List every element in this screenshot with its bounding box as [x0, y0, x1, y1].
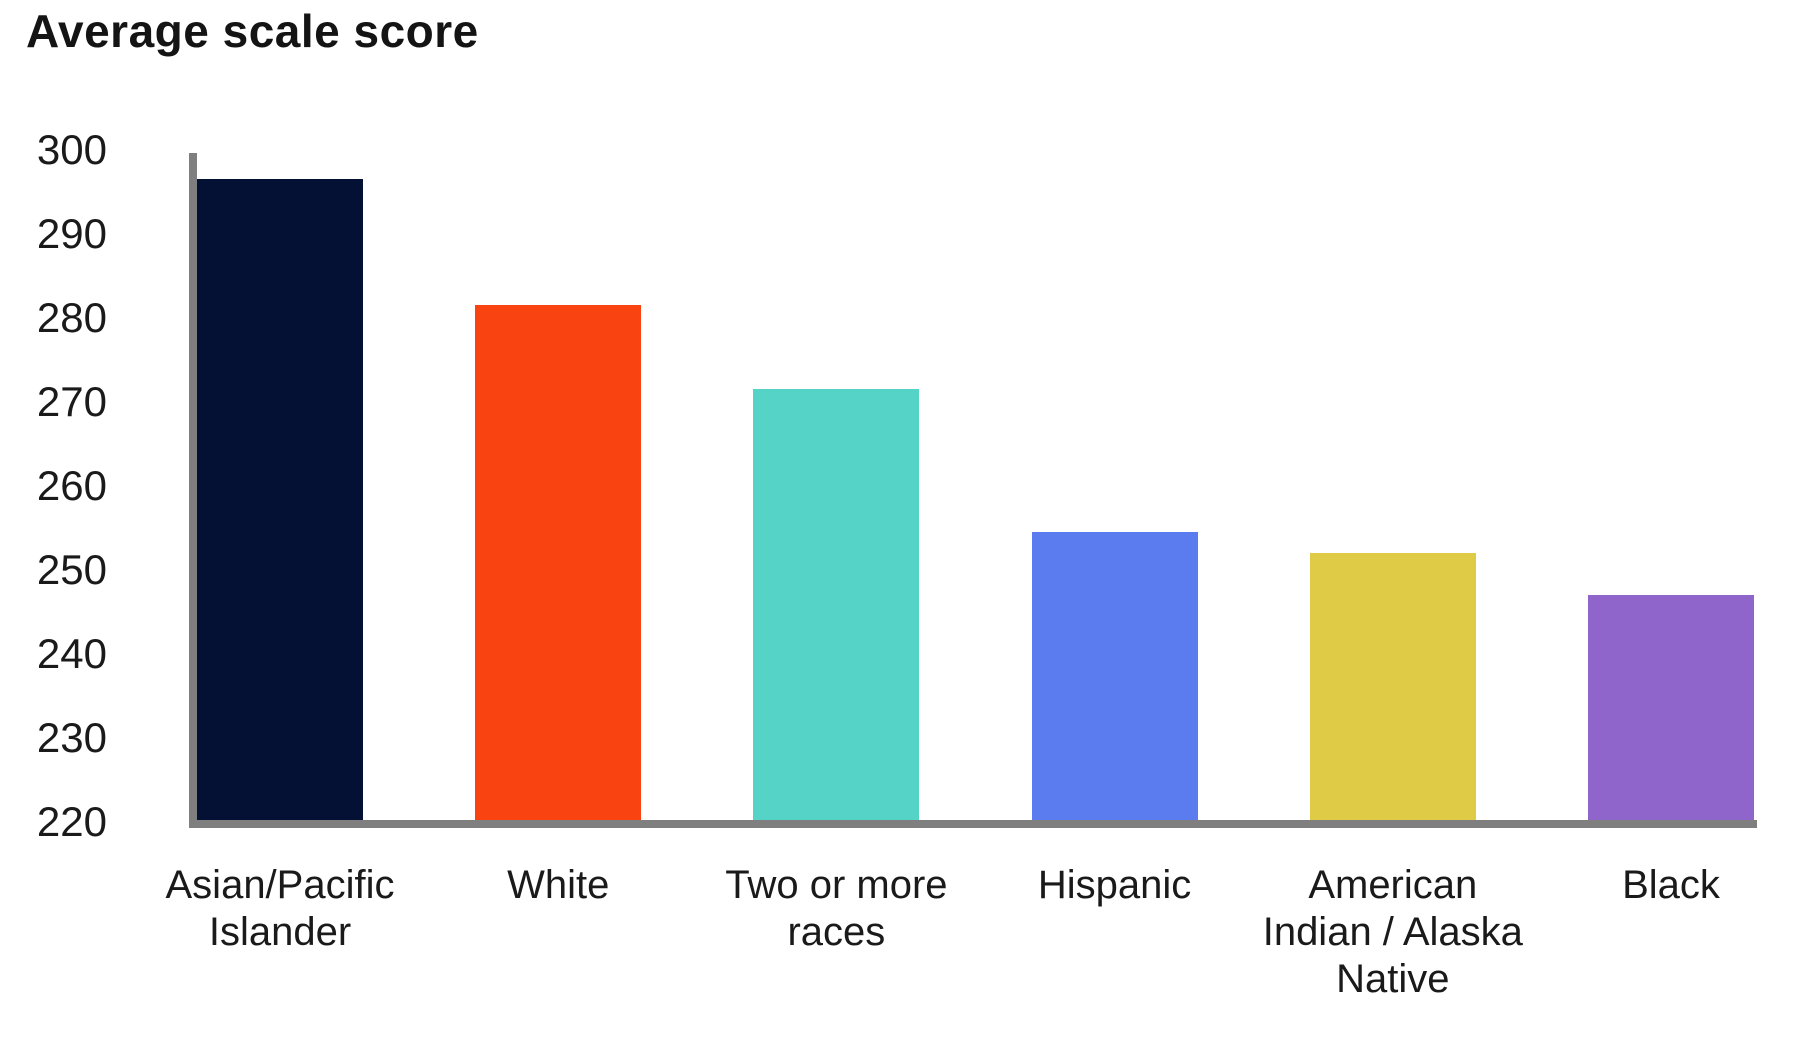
bar-two-or-more-races: [753, 389, 920, 820]
y-axis-tick-label: 260: [36, 462, 107, 509]
x-category-label-black: Black: [1622, 863, 1720, 907]
bar-american-indian-alaska-native: [1309, 553, 1476, 820]
y-axis-tick-label: 220: [36, 798, 107, 845]
y-axis-tick-label: 300: [36, 126, 107, 173]
y-axis-tick-label: 240: [36, 630, 107, 677]
x-category-label-hispanic: Hispanic: [1037, 863, 1192, 907]
bar-black: [1588, 595, 1754, 820]
y-axis-tick-label: 250: [36, 546, 107, 593]
x-category-label-two-or-more-races: Two or more races: [725, 863, 948, 954]
y-axis-tick-label: 290: [36, 210, 107, 257]
x-category-label-asian-pacific-islander: Asian/Pacific Islander: [165, 863, 395, 954]
y-axis-tick-label: 280: [36, 294, 107, 341]
bar-hispanic: [1031, 532, 1198, 820]
bar-asian-pacific-islander: [197, 179, 363, 820]
chart-title: Average scale score: [26, 5, 479, 57]
y-axis-line: [189, 153, 197, 828]
bar-white: [475, 305, 642, 820]
x-category-label-white: White: [507, 863, 610, 907]
x-axis-line: [189, 820, 1757, 828]
y-axis-tick-label: 270: [36, 378, 107, 425]
y-axis-tick-label: 230: [36, 714, 107, 761]
x-category-label-american-indian-alaska-native: American Indian / Alaska Native: [1262, 863, 1523, 1001]
